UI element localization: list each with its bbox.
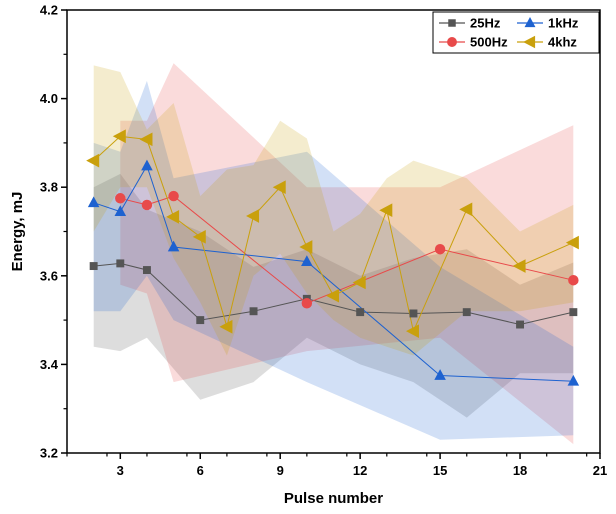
point-4khz (565, 235, 579, 250)
legend-label-4khz: 4khz (548, 35, 577, 50)
point-4khz (112, 129, 126, 144)
x-tick-label: 21 (593, 463, 607, 478)
point-25hz (462, 308, 471, 317)
point-4khz (272, 180, 286, 195)
point-4khz (86, 153, 100, 168)
series-markers (86, 129, 580, 386)
point-4khz (379, 203, 393, 218)
point-25hz (516, 320, 525, 329)
point-25hz (89, 262, 98, 271)
point-25hz (249, 307, 258, 316)
y-tick-label: 3.6 (40, 268, 58, 283)
y-tick-label: 4.0 (40, 91, 58, 106)
x-tick-label: 3 (117, 463, 124, 478)
point-4khz (352, 275, 366, 290)
legend-label-500hz: 500Hz (470, 35, 508, 50)
legend-label-25hz: 25Hz (470, 16, 501, 31)
legend-label-1khz: 1kHz (548, 16, 579, 31)
point-1khz (434, 369, 446, 380)
legend-marker-4khz (523, 35, 536, 49)
legend-marker-25hz (448, 19, 456, 27)
point-500hz (115, 193, 126, 204)
band-500hz (120, 63, 574, 445)
legend-box (432, 11, 600, 54)
axis-ticks: 3 6 9 12 15 18 21 3.2 3.4 3.6 3.8 4.0 4.2 (40, 3, 607, 479)
y-tick-label: 3.8 (40, 180, 58, 195)
point-1khz (87, 196, 100, 208)
y-tick-label: 3.4 (40, 357, 59, 372)
point-25hz (409, 309, 418, 318)
point-500hz (434, 243, 446, 255)
point-1khz (141, 159, 153, 171)
point-1khz (114, 205, 127, 216)
x-axis-title: Pulse number (284, 490, 383, 507)
y-tick-label: 3.2 (40, 446, 58, 461)
point-4khz (219, 319, 233, 334)
point-4khz (512, 259, 526, 273)
point-25hz (356, 308, 365, 317)
legend: 25Hz 1kHz 500Hz 4khz (432, 11, 600, 54)
point-4khz (459, 202, 473, 217)
point-4khz (405, 324, 419, 338)
point-25hz (116, 259, 125, 268)
point-4khz (299, 240, 313, 254)
point-25hz (142, 266, 151, 275)
line-4khz (93, 135, 574, 333)
point-4khz (139, 132, 153, 147)
band-1khz (93, 80, 574, 440)
point-4khz (246, 209, 260, 223)
confidence-bands (93, 63, 574, 445)
point-25hz (196, 316, 205, 325)
point-1khz (567, 374, 580, 386)
legend-marker-1khz (524, 17, 536, 28)
x-tick-label: 6 (197, 463, 204, 478)
point-4khz (192, 229, 206, 244)
point-500hz (568, 275, 579, 286)
point-1khz (167, 240, 180, 252)
point-4khz (326, 288, 340, 303)
point-4khz (166, 210, 180, 224)
legend-marker-500hz (447, 37, 457, 47)
point-500hz (141, 199, 153, 211)
x-tick-label: 15 (433, 463, 447, 478)
x-tick-label: 12 (353, 463, 367, 478)
point-25hz (569, 308, 578, 317)
point-500hz (168, 190, 179, 202)
y-axis-title: Energy, mJ (9, 192, 26, 272)
y-tick-label: 4.2 (40, 3, 58, 18)
x-tick-label: 9 (277, 463, 284, 478)
point-1khz (301, 255, 313, 267)
point-500hz (301, 298, 313, 309)
x-tick-label: 18 (513, 463, 527, 478)
